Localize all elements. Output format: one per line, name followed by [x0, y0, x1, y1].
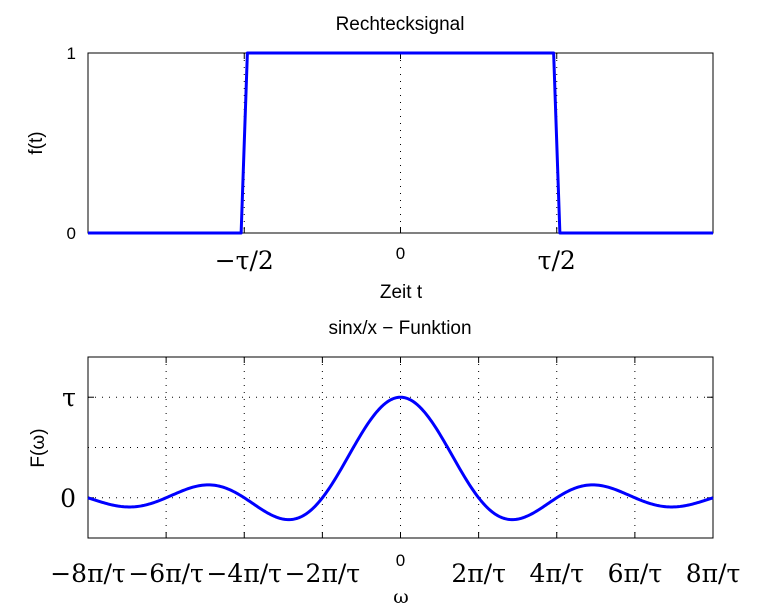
y-tick-label: 0	[60, 484, 76, 513]
rect-ylabel: f(t)	[26, 131, 47, 154]
x-tick-label: 0	[396, 551, 405, 570]
x-tick-label: 6π/τ	[608, 559, 663, 588]
sinc-xlabel: ω	[393, 586, 409, 608]
rect-xlabel: Zeit t	[380, 282, 423, 303]
sinc-curve	[87, 395, 714, 522]
rect-signal-panel: Rechtecksignal −τ/2 0 τ/2 0 1 Zeit t f(t)	[26, 14, 714, 303]
x-tick-label: τ/2	[538, 246, 576, 275]
x-tick-label: 2π/τ	[451, 559, 506, 588]
x-tick-label: −8π/τ	[50, 559, 126, 588]
rect-axes	[87, 52, 714, 234]
x-tick-label: −4π/τ	[206, 559, 282, 588]
sinc-ticks: −8π/τ −6π/τ −4π/τ −2π/τ 0 2π/τ 4π/τ 6π/τ 8π/τ 0 τ	[50, 357, 740, 588]
sinc-ylabel: F(ω)	[28, 428, 49, 467]
y-tick-label: 0	[67, 224, 76, 243]
x-tick-label: 4π/τ	[529, 559, 584, 588]
x-tick-label: −τ/2	[215, 246, 274, 275]
sinc-axes	[87, 356, 714, 539]
sinc-title: sinx/x − Funktion	[328, 318, 471, 339]
x-tick-label: −2π/τ	[285, 559, 361, 588]
x-tick-label: 8π/τ	[686, 559, 741, 588]
x-tick-label: 0	[396, 244, 405, 263]
rect-title: Rechtecksignal	[336, 14, 465, 35]
rect-signal-line	[88, 51, 713, 235]
x-tick-label: −6π/τ	[128, 559, 204, 588]
sinc-panel: sinx/x − Funktion −8π/τ −6π/τ −4π/τ −2π/τ 0 2…	[28, 318, 740, 608]
y-tick-label: τ	[62, 383, 76, 412]
y-tick-label: 1	[67, 44, 76, 63]
